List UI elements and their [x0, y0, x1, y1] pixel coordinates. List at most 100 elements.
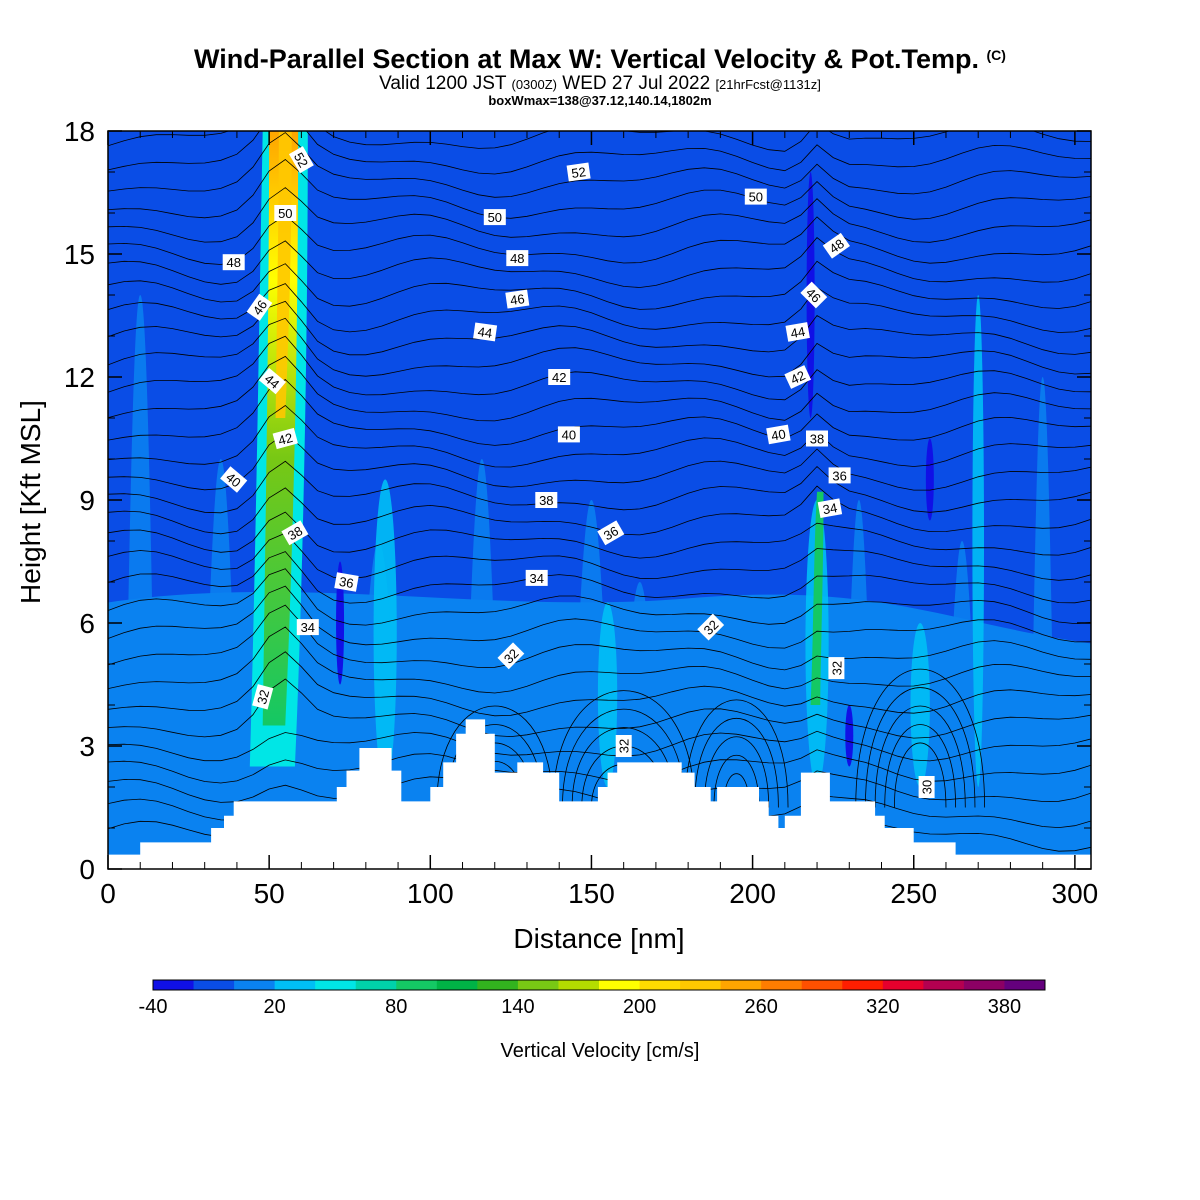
- field-streak: [373, 479, 397, 787]
- contour-label: 40: [557, 426, 580, 443]
- contour-label-box: [784, 365, 812, 389]
- contour-label-text: 44: [789, 324, 806, 341]
- y-tick-label: 12: [64, 362, 95, 393]
- colorbar-swatch: [436, 980, 478, 990]
- contour-label: 38: [281, 520, 309, 546]
- box-max-info: boxWmax=138@37.12,140.14,1802m: [488, 93, 712, 108]
- contour-label-box: [828, 657, 845, 680]
- theta-contour: [108, 568, 1091, 626]
- contour-label: 50: [744, 188, 767, 205]
- colorbar-tick-label: 200: [623, 996, 656, 1018]
- contour-label-text: 36: [338, 574, 355, 591]
- theta-contour: [713, 754, 760, 808]
- contour-label: 52: [566, 162, 591, 182]
- colorbar: -40 20 80 140 200 260 320 380: [139, 979, 1046, 1018]
- contour-label: 48: [222, 254, 245, 271]
- colorbar-swatch: [315, 980, 357, 990]
- theta-contour: [108, 158, 1091, 220]
- contour-label-text: 38: [539, 493, 553, 508]
- contour-label-box: [505, 289, 530, 309]
- field-plume: [942, 541, 982, 869]
- theta-contour: [108, 404, 1091, 468]
- contour-label-text: 48: [226, 255, 240, 270]
- contour-label-box: [252, 684, 274, 710]
- contour-label: 36: [597, 520, 625, 546]
- contour-label-text: 32: [829, 661, 844, 675]
- contour-label: 44: [258, 367, 286, 395]
- theta-contour: [855, 668, 986, 808]
- theta-contour: [884, 724, 957, 808]
- field-streak: [597, 602, 618, 787]
- contour-label-box: [566, 162, 591, 182]
- contour-labels: 52 52 50 50 50 48 48 48 46 46 46 44 44 44 42 42 42 40 40 40…: [220, 146, 935, 798]
- contour-label-text: 36: [832, 468, 846, 483]
- contour-label-text: 44: [477, 324, 493, 341]
- theta-contour: [108, 730, 1091, 762]
- contour-label: 42: [272, 427, 298, 450]
- contour-label: 42: [784, 365, 812, 389]
- contour-label: 32: [497, 642, 525, 670]
- contour-label: 34: [296, 619, 319, 636]
- y-tick-label: 9: [79, 485, 95, 516]
- field-downdraft: [336, 561, 345, 685]
- contour-label: 50: [483, 209, 506, 226]
- contour-label-box: [800, 281, 828, 309]
- field-downdraft: [925, 438, 934, 521]
- contour-label-text: 40: [770, 426, 787, 443]
- contour-label: 32: [828, 657, 845, 680]
- contour-label-text: 48: [826, 236, 846, 257]
- contour-label-box: [288, 146, 314, 174]
- field-streak: [972, 295, 984, 787]
- contour-label-box: [281, 520, 309, 546]
- contour-label-text: 46: [250, 297, 271, 317]
- contour-label-text: 52: [570, 164, 586, 181]
- field-plume: [568, 500, 615, 869]
- velocity-field: [108, 131, 1091, 869]
- terrain-fill: [108, 719, 1091, 869]
- colorbar-swatch: [355, 980, 397, 990]
- x-tick-label: 100: [407, 878, 454, 909]
- contour-label-box: [272, 427, 298, 450]
- contour-label-box: [785, 322, 810, 342]
- x-tick-label: 50: [254, 878, 285, 909]
- contour-label: 46: [800, 281, 828, 309]
- contour-label-box: [246, 293, 273, 321]
- y-tick-label: 6: [79, 608, 95, 639]
- contour-label-box: [525, 569, 548, 586]
- y-tick-label: 0: [79, 854, 95, 885]
- theta-contour: [108, 604, 1091, 671]
- x-tick-label: 150: [568, 878, 615, 909]
- x-tick-label: 300: [1052, 878, 1099, 909]
- theta-contour: [108, 335, 1091, 401]
- colorbar-tick-label: 260: [744, 996, 777, 1018]
- contour-label-text: 34: [822, 500, 839, 517]
- theta-contour: [108, 68, 1091, 129]
- valid-utc: (0300Z): [511, 77, 558, 92]
- theta-contour: [108, 460, 1091, 514]
- contour-label: 30: [918, 776, 935, 798]
- contour-label-box: [274, 205, 297, 221]
- colorbar-swatch: [558, 980, 600, 990]
- colorbar-swatch: [923, 980, 965, 990]
- contour-label-text: 50: [278, 206, 292, 221]
- colorbar-label: Vertical Velocity [cm/s]: [501, 1040, 700, 1062]
- contour-label: 46: [246, 293, 273, 321]
- contour-label-box: [506, 250, 529, 267]
- contour-label-text: 52: [291, 150, 311, 170]
- contour-label: 32: [615, 735, 632, 757]
- valid-time: Valid 1200 JST: [379, 73, 507, 94]
- contour-label-text: 34: [529, 571, 543, 586]
- theta-contour: [108, 283, 1091, 333]
- copyright-mark: (C): [986, 47, 1006, 63]
- colorbar-swatch: [517, 980, 559, 990]
- colorbar-tick-label: 140: [501, 996, 534, 1018]
- contour-label: 38: [535, 492, 558, 508]
- theta-contour: [108, 132, 1091, 198]
- x-tick-label: 250: [890, 878, 937, 909]
- contour-label: 40: [766, 424, 791, 445]
- y-tick-label: 15: [64, 239, 95, 270]
- theta-contour: [108, 651, 1091, 717]
- contour-label-text: 30: [920, 780, 935, 794]
- contour-label-text: 34: [301, 620, 315, 635]
- theta-contour: [108, 237, 1091, 288]
